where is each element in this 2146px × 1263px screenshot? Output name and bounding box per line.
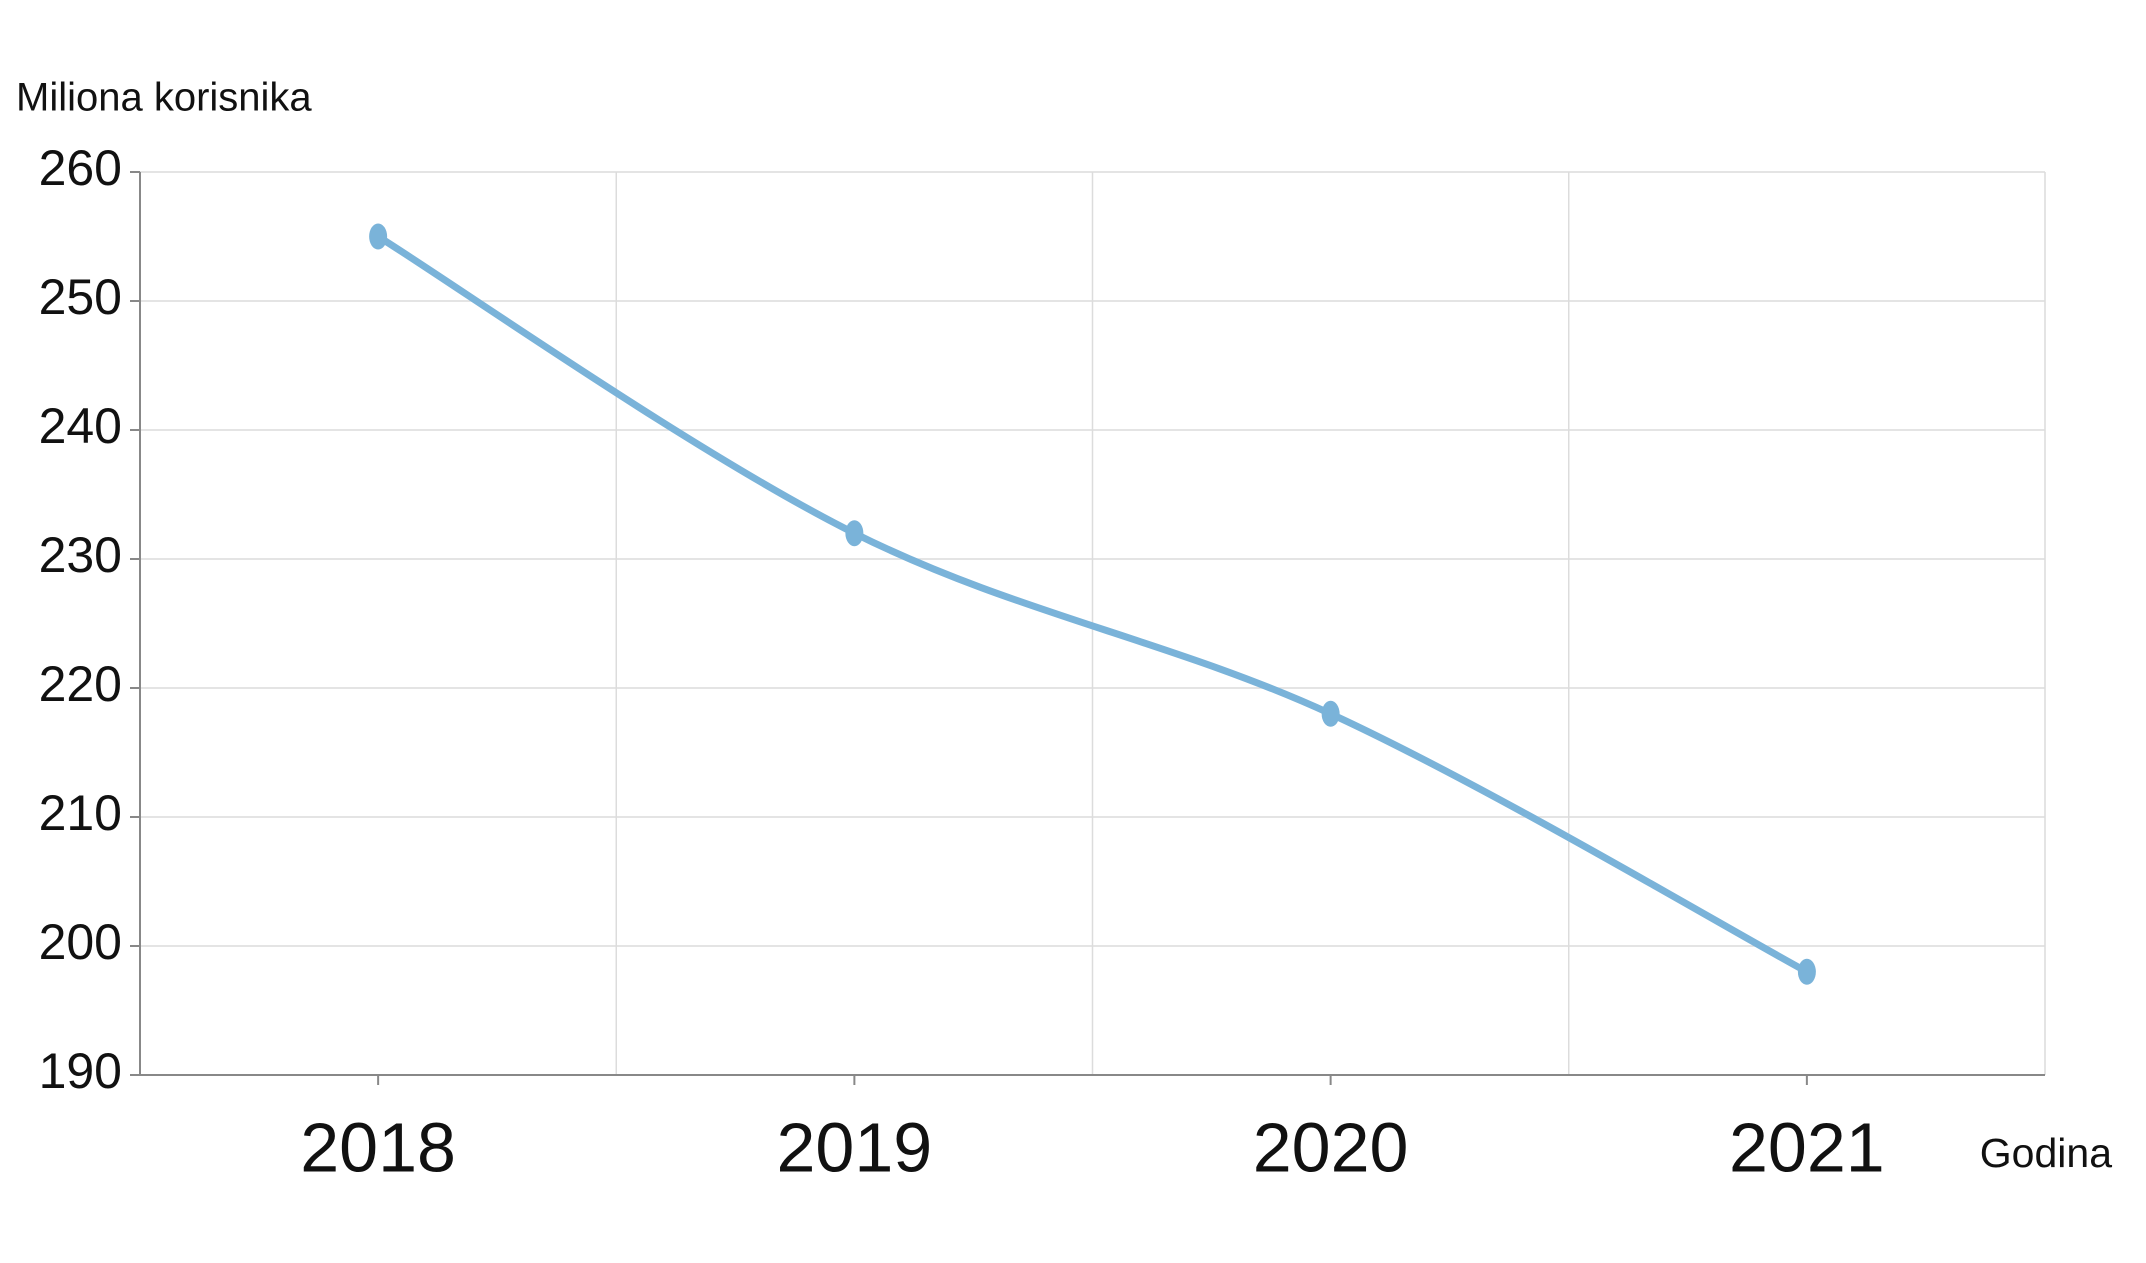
- y-tick-label: 190: [39, 1043, 122, 1099]
- y-tick-label: 250: [39, 269, 122, 325]
- y-tick-label: 240: [39, 398, 122, 454]
- x-tick-label: 2019: [777, 1108, 933, 1186]
- line: [374, 233, 1811, 976]
- point: [369, 223, 388, 250]
- y-tick-label: 260: [39, 140, 122, 196]
- point: [1321, 700, 1340, 727]
- point: [1797, 958, 1816, 985]
- y-axis-label: Miliona korisnika: [16, 76, 312, 120]
- y-tick-label: 200: [39, 914, 122, 970]
- y-tick-label: 210: [39, 785, 122, 841]
- x-tick-label: 2018: [300, 1108, 456, 1186]
- x-axis-label: Godina: [1980, 1130, 2112, 1176]
- y-tick-label: 220: [39, 656, 122, 712]
- point: [845, 520, 864, 547]
- x-tick-label: 2021: [1729, 1108, 1885, 1186]
- x-tick-label: 2020: [1253, 1108, 1409, 1186]
- y-tick-label: 230: [39, 527, 122, 583]
